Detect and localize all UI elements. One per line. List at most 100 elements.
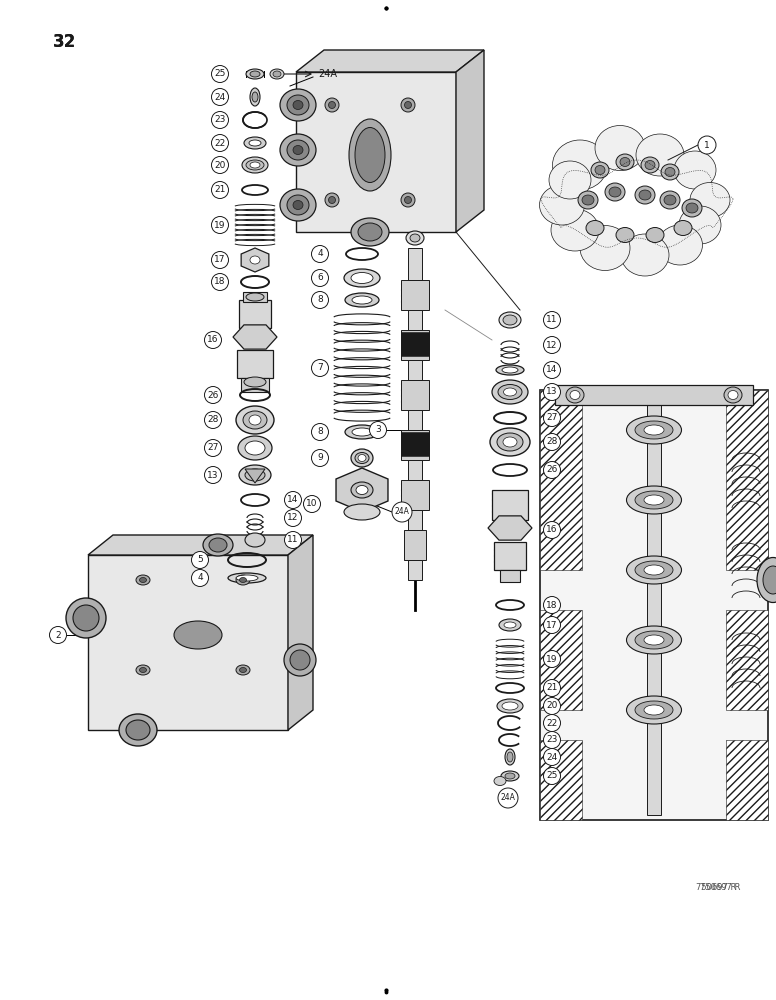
Ellipse shape [325,193,339,207]
Ellipse shape [245,533,265,547]
Ellipse shape [404,102,411,108]
Ellipse shape [344,269,380,287]
Circle shape [212,251,228,268]
Bar [401,430,429,460]
Text: 18: 18 [546,600,558,609]
Bar [401,332,429,356]
Circle shape [303,495,320,512]
Ellipse shape [236,406,274,434]
Ellipse shape [287,195,309,215]
Circle shape [311,450,328,466]
Ellipse shape [410,234,420,242]
Text: 8: 8 [317,428,323,436]
Text: 20: 20 [546,702,558,710]
Ellipse shape [344,504,380,520]
Circle shape [192,570,209,586]
Ellipse shape [635,701,673,719]
Ellipse shape [280,134,316,166]
Ellipse shape [502,367,518,373]
Ellipse shape [236,665,250,675]
Ellipse shape [325,98,339,112]
Text: 32: 32 [53,33,76,51]
Text: 4: 4 [197,574,203,582]
Ellipse shape [566,387,584,403]
Text: 25: 25 [546,772,558,780]
Ellipse shape [358,454,366,462]
Text: 24A: 24A [318,69,337,79]
Circle shape [205,440,221,456]
Circle shape [311,424,328,440]
Text: 10: 10 [307,499,317,508]
Circle shape [543,361,560,378]
Ellipse shape [626,696,681,724]
Ellipse shape [245,441,265,455]
Ellipse shape [246,160,264,170]
Ellipse shape [636,134,684,176]
Text: 6: 6 [317,273,323,282]
Circle shape [212,66,228,83]
Ellipse shape [351,482,373,498]
Polygon shape [456,50,484,232]
Ellipse shape [242,157,268,173]
Ellipse shape [293,101,303,109]
Ellipse shape [240,578,247,582]
Ellipse shape [246,293,264,301]
Circle shape [543,596,560,613]
Ellipse shape [553,140,608,190]
Ellipse shape [250,71,260,77]
Bar [647,395,661,815]
Circle shape [543,714,560,732]
Text: 1: 1 [704,140,710,149]
Ellipse shape [244,377,266,387]
Ellipse shape [504,622,516,628]
Ellipse shape [246,69,264,79]
Ellipse shape [498,384,522,399]
Ellipse shape [287,95,309,115]
Ellipse shape [290,650,310,670]
Text: 13: 13 [546,387,558,396]
Ellipse shape [126,720,150,740]
Ellipse shape [616,154,634,170]
Ellipse shape [578,191,598,209]
Circle shape [498,788,518,808]
Ellipse shape [686,203,698,213]
Ellipse shape [626,626,681,654]
Ellipse shape [644,495,664,505]
Ellipse shape [345,425,379,439]
Ellipse shape [496,365,524,375]
Ellipse shape [252,92,258,102]
Ellipse shape [626,556,681,584]
Ellipse shape [239,465,271,485]
Bar [243,292,267,302]
Text: 24: 24 [214,93,226,102]
Ellipse shape [66,598,106,638]
Ellipse shape [621,234,669,276]
Text: 7: 7 [317,363,323,372]
Ellipse shape [665,167,675,176]
Bar [540,390,582,570]
Ellipse shape [644,425,664,435]
Circle shape [369,422,386,438]
Ellipse shape [238,436,272,460]
Bar [408,510,422,530]
Circle shape [543,312,560,328]
Ellipse shape [539,185,584,225]
Circle shape [543,680,560,696]
Text: 26: 26 [207,390,219,399]
Circle shape [543,410,560,426]
Ellipse shape [497,699,523,713]
Bar [540,390,768,820]
Ellipse shape [249,140,261,146]
Ellipse shape [174,621,222,649]
Circle shape [212,111,228,128]
Bar [408,360,422,380]
Ellipse shape [356,486,368,494]
Polygon shape [296,72,456,232]
Bar [726,740,768,820]
Ellipse shape [503,315,517,325]
Circle shape [285,491,302,508]
Ellipse shape [351,218,389,246]
Circle shape [212,273,228,290]
Circle shape [311,292,328,308]
Circle shape [205,332,221,349]
